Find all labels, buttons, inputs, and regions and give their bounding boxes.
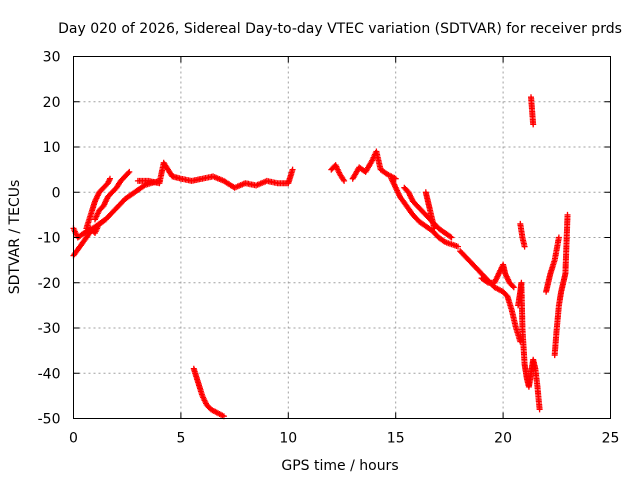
- x-tick-label: 5: [176, 431, 185, 447]
- data-point: [289, 166, 296, 173]
- data-point: [510, 284, 517, 291]
- data-point: [126, 168, 133, 175]
- grid: [73, 56, 611, 419]
- data-point: [341, 177, 348, 184]
- x-axis-label: GPS time / hours: [281, 458, 398, 474]
- x-tick-label: 20: [494, 431, 512, 447]
- data-point: [447, 233, 454, 240]
- data-point: [483, 278, 490, 285]
- data-point: [536, 406, 543, 413]
- chart-title: Day 020 of 2026, Sidereal Day-to-day VTE…: [58, 21, 622, 37]
- x-tick-label: 15: [387, 431, 405, 447]
- data-point: [107, 175, 113, 182]
- y-tick-label: 0: [52, 185, 61, 201]
- data-point: [125, 170, 132, 176]
- data-point: [530, 121, 537, 128]
- y-tick-label: -40: [38, 366, 61, 382]
- data-point: [455, 243, 461, 250]
- x-tick-label: 25: [602, 431, 620, 447]
- ticks: 0 5 10 15 20 25 -50 -40 -30 -20 -10 0 10 20 30: [38, 50, 620, 447]
- x-tick-label: 10: [279, 431, 297, 447]
- y-tick-label: -10: [38, 231, 61, 247]
- y-tick-label: 10: [43, 140, 61, 156]
- data-point: [431, 225, 438, 232]
- data-point: [564, 211, 571, 218]
- y-tick-label: -50: [38, 412, 61, 428]
- data-point: [448, 234, 455, 241]
- data-point: [555, 234, 562, 241]
- data-point: [509, 283, 516, 290]
- data-point: [521, 243, 528, 250]
- data-point: [340, 176, 347, 183]
- y-tick-label: -30: [38, 321, 61, 337]
- y-tick-label: -20: [38, 276, 61, 292]
- y-tick-label: 20: [43, 95, 61, 111]
- y-tick-label: 30: [43, 50, 61, 66]
- y-axis-label: SDTVAR / TECUs: [7, 180, 23, 295]
- data-points: [70, 94, 571, 420]
- x-tick-label: 0: [69, 431, 78, 447]
